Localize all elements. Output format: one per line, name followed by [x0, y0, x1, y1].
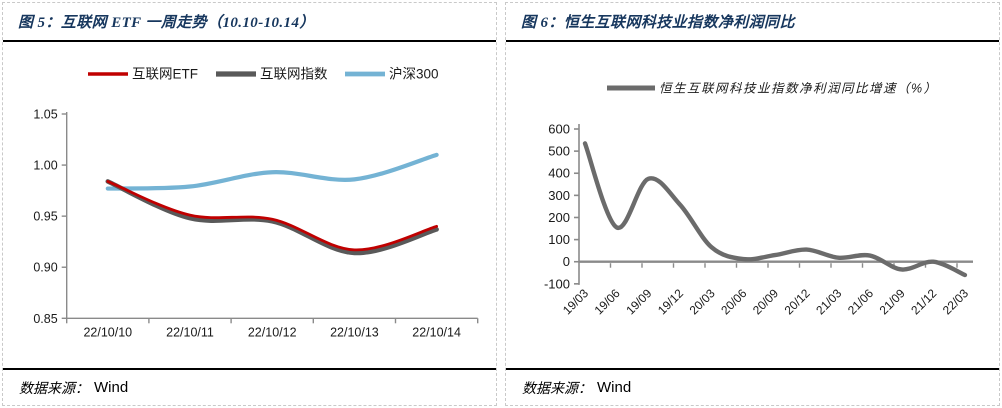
axes: [66, 112, 478, 319]
x-tick-label: 19/09: [623, 286, 654, 317]
x-tick-label: 21/03: [813, 286, 844, 317]
y-tick-label: 300: [548, 188, 570, 203]
x-tick-label: 21/09: [877, 286, 908, 317]
x-tick-label: 19/06: [592, 286, 623, 317]
y-tick-label: 1.05: [33, 108, 57, 122]
legend-label-互联网指数: 互联网指数: [260, 67, 328, 82]
x-tick-label: 22/10/11: [166, 325, 214, 339]
figure5-title: 图 5：互联网 ETF 一周走势（10.10-10.14）: [3, 3, 496, 42]
figure6-card: 图 6：恒生互联网科技业指数净利润同比 -100 0 100 200 300 400 500…: [505, 2, 1000, 406]
source-label: 数据来源：: [19, 381, 89, 397]
x-tick-label: 22/10/10: [83, 325, 132, 339]
x-tick-label: 19/12: [655, 286, 686, 317]
figure5-chart: 0.85 0.90 0.95 1.00 1.05 22/10/10 22/10/11 22/1…: [3, 42, 496, 366]
figure6-chart: -100 0 100 200 300 400 500 600 19/03 19/06 19/09 19…: [506, 42, 999, 366]
x-tick-label: 21/06: [845, 286, 876, 317]
x-tick-label: 20/12: [782, 286, 813, 317]
x-tick-label: 20/09: [750, 286, 781, 317]
figure5-card: 图 5：互联网 ETF 一周走势（10.10-10.14） 0.85 0.90 0.…: [2, 2, 497, 406]
x-tick-label: 21/12: [908, 286, 939, 317]
figure5-source: 数据来源： Wind: [3, 368, 496, 405]
x-tick-label: 20/06: [718, 286, 749, 317]
series-line-互联网指数: [105, 179, 439, 256]
series-line-沪深300: [105, 152, 439, 191]
y-tick-label: 600: [548, 122, 570, 137]
y-tick-label: 100: [548, 232, 570, 247]
y-tick-label: 0.90: [33, 261, 57, 275]
etf-week-line-chart: 0.85 0.90 0.95 1.00 1.05 22/10/10 22/10/11 22/1…: [33, 67, 479, 339]
y-tick-label: 400: [548, 166, 570, 181]
legend-label-沪深300: 沪深300: [389, 67, 439, 82]
figure6-title: 图 6：恒生互联网科技业指数净利润同比: [506, 3, 999, 42]
y-tick-label: -100: [544, 276, 570, 291]
y-tick-label: 0: [563, 254, 570, 269]
x-tick-label: 22/10/14: [412, 325, 461, 339]
x-tick-label: 22/10/12: [248, 325, 297, 339]
x-tick-label: 20/03: [687, 286, 718, 317]
source-value: Wind: [597, 379, 632, 396]
legend-label-互联网ETF: 互联网ETF: [132, 67, 198, 82]
series-line-互联网ETF: [106, 180, 438, 252]
x-tick-label: 22/03: [940, 286, 971, 317]
y-tick-label: 500: [548, 144, 570, 159]
figure6-source: 数据来源： Wind: [506, 368, 999, 405]
y-tick-label: 0.95: [33, 210, 57, 224]
series-line-恒生互联网科技业指数净利润同比: [582, 141, 968, 278]
y-tick-label: 0.85: [33, 312, 57, 326]
source-label: 数据来源：: [522, 381, 592, 397]
x-tick-label: 22/10/13: [330, 325, 379, 339]
legend-label: 恒生互联网科技业指数净利润同比增速（%）: [659, 82, 938, 96]
y-tick-label: 200: [548, 210, 570, 225]
y-tick-label: 1.00: [33, 159, 57, 173]
source-value: Wind: [94, 379, 129, 396]
